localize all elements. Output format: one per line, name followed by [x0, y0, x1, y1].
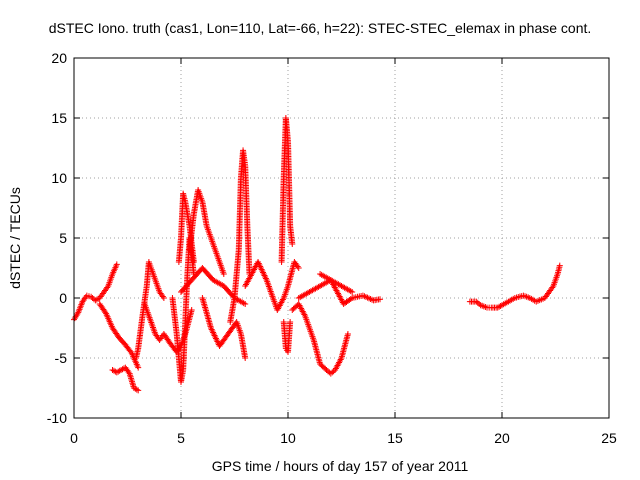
x-tick-label: 20: [494, 430, 510, 446]
data-point: [160, 295, 167, 301]
data-point: [349, 289, 356, 295]
data-point: [220, 271, 227, 277]
y-tick-label: 20: [51, 50, 67, 66]
data-point: [190, 259, 197, 265]
y-tick-label: -10: [47, 410, 67, 426]
x-tick-label: 10: [280, 430, 296, 446]
y-tick-label: 0: [59, 290, 67, 306]
grid: [74, 58, 609, 418]
data-point: [347, 296, 354, 302]
plot-frame: [73, 57, 610, 419]
x-tick-label: 15: [387, 430, 403, 446]
data-point: [242, 301, 249, 307]
chart-title: dSTEC Iono. truth (cas1, Lon=110, Lat=-6…: [49, 20, 592, 36]
data-point: [556, 262, 563, 269]
y-axis-label: dSTEC / TECUs: [7, 187, 23, 289]
data-point: [74, 310, 81, 317]
data-point: [476, 301, 483, 307]
data-point: [497, 303, 504, 309]
data-points: [71, 115, 563, 394]
data-point: [188, 307, 195, 313]
y-tick-label: -5: [55, 350, 68, 366]
x-axis-label: GPS time / hours of day 157 of year 2011: [212, 458, 469, 474]
data-point: [344, 331, 351, 337]
data-point: [242, 355, 249, 361]
y-tick-label: 15: [51, 110, 67, 126]
data-point: [377, 296, 384, 303]
data-point: [135, 387, 142, 394]
x-tick-label: 0: [70, 430, 78, 446]
y-tick-labels: -10 -5 0 5 10 15 20: [47, 50, 67, 426]
data-point: [295, 265, 302, 271]
data-point: [289, 241, 296, 247]
x-tick-label: 25: [601, 430, 617, 446]
y-tick-label: 10: [51, 170, 67, 186]
x-tick-label: 5: [177, 430, 185, 446]
y-tick-label: 5: [59, 230, 67, 246]
data-point: [113, 261, 120, 268]
data-point: [287, 319, 294, 325]
x-tick-labels: 0 5 10 15 20 25: [70, 430, 617, 446]
data-point: [133, 386, 140, 393]
data-point: [135, 364, 142, 371]
